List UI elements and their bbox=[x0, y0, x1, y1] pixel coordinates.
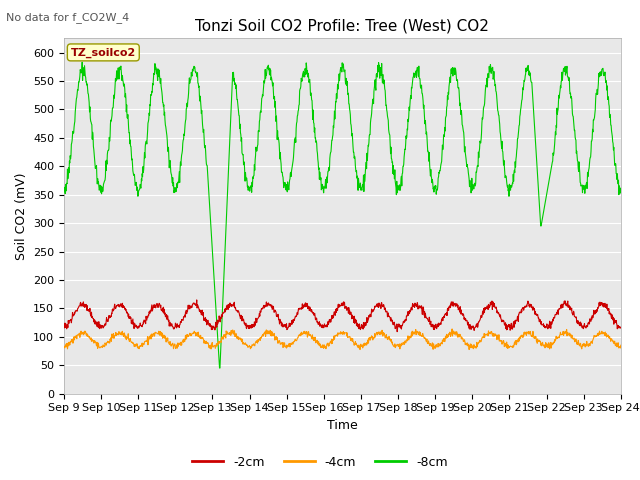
Title: Tonzi Soil CO2 Profile: Tree (West) CO2: Tonzi Soil CO2 Profile: Tree (West) CO2 bbox=[195, 18, 490, 33]
Text: TZ_soilco2: TZ_soilco2 bbox=[70, 47, 136, 58]
Y-axis label: Soil CO2 (mV): Soil CO2 (mV) bbox=[15, 172, 28, 260]
X-axis label: Time: Time bbox=[327, 419, 358, 432]
Text: No data for f_CO2W_4: No data for f_CO2W_4 bbox=[6, 12, 130, 23]
Legend: -2cm, -4cm, -8cm: -2cm, -4cm, -8cm bbox=[187, 451, 453, 474]
